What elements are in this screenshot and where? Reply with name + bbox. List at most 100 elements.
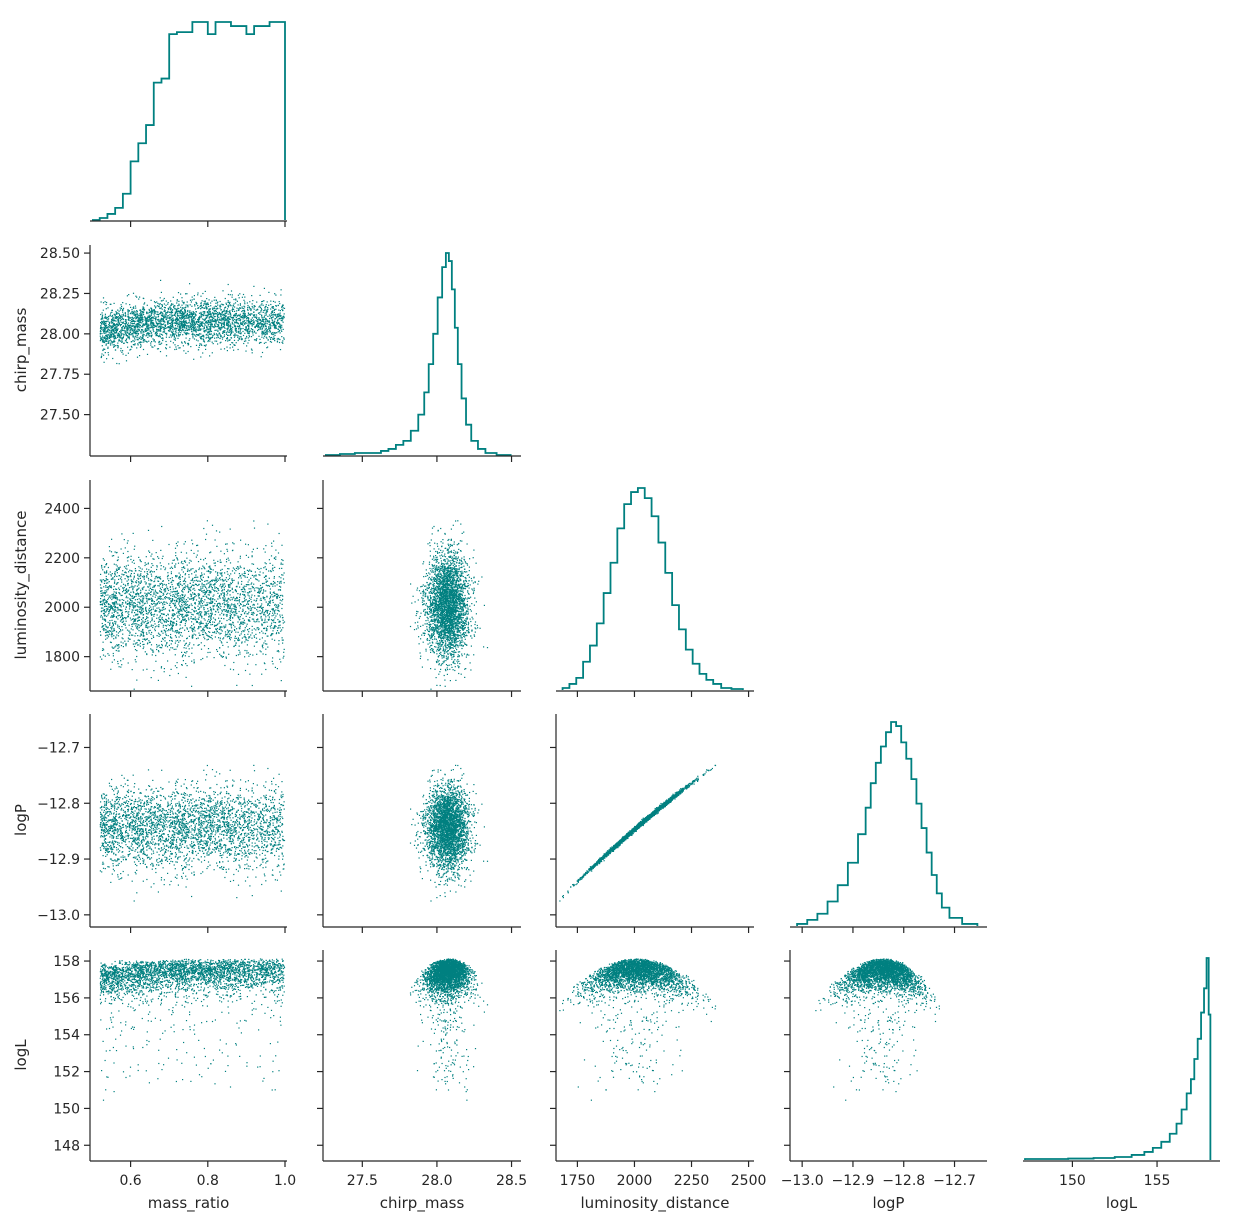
scatter-point [280, 329, 282, 331]
scatter-point [122, 329, 124, 332]
scatter-point [184, 324, 187, 327]
scatter-point [185, 603, 187, 605]
scatter-point [198, 312, 201, 314]
scatter-point [125, 303, 127, 305]
scatter-point [260, 321, 262, 323]
scatter-point [144, 302, 146, 304]
scatter-point [136, 320, 138, 322]
scatter-point [117, 320, 120, 322]
scatter-point [209, 567, 211, 569]
scatter-point [248, 628, 251, 630]
scatter-point [105, 320, 107, 323]
scatter-point [163, 330, 165, 332]
scatter-point [135, 614, 137, 616]
scatter-point [108, 609, 110, 611]
scatter-point [134, 581, 137, 583]
scatter-point [120, 304, 122, 306]
scatter-point [179, 334, 181, 336]
scatter-point [178, 322, 180, 324]
scatter-point [253, 527, 256, 529]
scatter-point [127, 312, 129, 314]
scatter-point [175, 315, 177, 317]
scatter-point [265, 601, 267, 603]
scatter-point [261, 314, 263, 316]
scatter-point [230, 332, 233, 334]
scatter-point [108, 324, 110, 326]
scatter-point [210, 323, 212, 325]
scatter-point [119, 320, 122, 322]
scatter-point [120, 329, 122, 331]
scatter-point [226, 328, 228, 330]
scatter-point [182, 563, 184, 565]
scatter-point [283, 313, 285, 315]
scatter-point [254, 305, 256, 307]
scatter-point [109, 335, 111, 337]
scatter-point [140, 313, 142, 315]
scatter-point [227, 317, 229, 319]
scatter-point [270, 308, 272, 310]
scatter-point [219, 300, 221, 303]
scatter-point [201, 615, 203, 618]
scatter-point [169, 588, 172, 591]
scatter-point [277, 304, 279, 307]
scatter-point [281, 305, 284, 308]
scatter-point [172, 599, 174, 601]
scatter-point [134, 635, 136, 637]
scatter-point [211, 588, 213, 590]
scatter-point [216, 315, 218, 317]
scatter-point [104, 301, 106, 303]
scatter-point [241, 306, 243, 308]
scatter-point [264, 305, 267, 308]
scatter-point [200, 333, 202, 335]
scatter-point [233, 661, 235, 664]
scatter-point [244, 313, 246, 315]
scatter-point [228, 304, 230, 306]
scatter-point [190, 313, 192, 316]
scatter-point [112, 647, 114, 649]
scatter-point [125, 602, 127, 604]
scatter-point [155, 321, 157, 323]
scatter-point [272, 319, 274, 321]
scatter-point [248, 328, 250, 330]
scatter-point [109, 624, 111, 626]
scatter-point [112, 341, 114, 343]
scatter-point [109, 623, 111, 625]
scatter-point [184, 643, 187, 645]
scatter-point [154, 623, 156, 625]
scatter-point [188, 648, 190, 650]
scatter-point [140, 317, 142, 319]
scatter-point [152, 338, 154, 340]
scatter-point [243, 315, 245, 317]
scatter-point [175, 624, 177, 626]
scatter-point [182, 320, 184, 322]
scatter-point [226, 550, 229, 552]
scatter-point [205, 304, 207, 306]
scatter-point [105, 323, 107, 325]
scatter-point [174, 337, 177, 339]
scatter-point [223, 324, 225, 327]
scatter-point [258, 335, 260, 337]
scatter-point [123, 328, 125, 330]
scatter-point [159, 326, 161, 328]
scatter-point [209, 340, 211, 342]
scatter-point [277, 322, 280, 324]
scatter-point [119, 337, 122, 339]
scatter-point [210, 322, 212, 324]
scatter-point [269, 331, 271, 333]
scatter-point [150, 583, 152, 585]
scatter-point [240, 323, 242, 325]
scatter-point [164, 603, 166, 605]
scatter-point [112, 326, 114, 328]
scatter-point [283, 572, 285, 574]
scatter-point [248, 588, 250, 590]
scatter-point [230, 337, 232, 339]
scatter-point [134, 332, 136, 335]
scatter-point [259, 610, 261, 612]
scatter-point [125, 319, 127, 321]
scatter-point [224, 610, 226, 612]
scatter-point [210, 583, 212, 585]
scatter-point [219, 329, 221, 331]
scatter-point [162, 299, 164, 301]
scatter-point [111, 318, 113, 321]
scatter-point [129, 606, 131, 608]
